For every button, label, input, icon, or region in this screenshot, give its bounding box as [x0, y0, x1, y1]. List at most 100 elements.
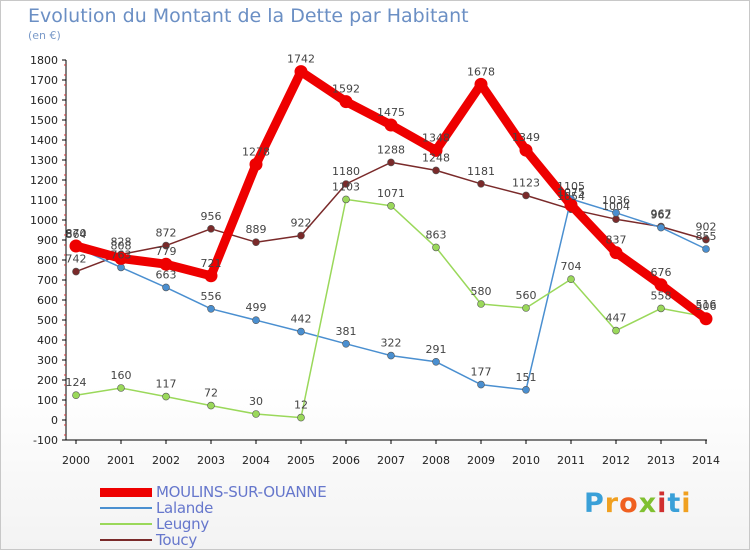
data-point	[522, 304, 530, 312]
y-tick-label: -100	[33, 434, 58, 447]
data-label: 1288	[377, 143, 405, 156]
data-label: 1180	[332, 165, 360, 178]
data-point	[162, 392, 170, 401]
data-point	[522, 191, 530, 200]
data-label: 922	[291, 217, 312, 230]
data-label: 902	[696, 221, 717, 234]
x-tick-label: 2005	[287, 454, 315, 467]
data-label: 124	[66, 376, 87, 389]
y-tick-label: 800	[37, 254, 58, 267]
data-label: 322	[381, 337, 402, 350]
data-label: 1678	[467, 65, 495, 78]
data-label: 663	[156, 268, 177, 281]
data-label: 516	[696, 298, 717, 311]
data-point	[477, 380, 485, 389]
data-point	[564, 198, 578, 212]
y-tick-label: 300	[37, 354, 58, 367]
data-label: 72	[204, 387, 218, 400]
data-point	[612, 209, 620, 217]
data-point	[294, 65, 308, 79]
data-point	[297, 413, 305, 422]
x-tick-label: 2004	[242, 454, 270, 467]
data-label: 447	[606, 312, 627, 325]
data-label: 962	[651, 209, 672, 222]
data-point	[657, 304, 665, 313]
logo-letter: i	[657, 488, 668, 519]
x-tick-label: 2009	[467, 454, 495, 467]
data-point	[699, 312, 713, 326]
data-point	[114, 251, 128, 265]
data-label: 1075	[557, 186, 585, 199]
x-tick-label: 2008	[422, 454, 450, 467]
data-label: 177	[471, 366, 492, 379]
y-tick-label: 0	[51, 414, 58, 427]
data-label: 956	[201, 210, 222, 223]
data-label: 855	[696, 230, 717, 243]
axes: -100 0 100 200 300 400 500 600 700 800 900 1000 1100…	[30, 54, 720, 467]
x-tick-label: 2012	[602, 454, 630, 467]
x-tick-label: 2014	[692, 454, 720, 467]
data-label: 721	[201, 257, 222, 270]
proxiti-logo: Proxiti	[584, 488, 692, 519]
data-label: 1349	[512, 131, 540, 144]
data-label: 506	[696, 300, 717, 313]
data-label: 1071	[377, 187, 405, 200]
data-point	[207, 401, 215, 410]
data-point	[342, 195, 350, 204]
data-label: 1348	[422, 131, 450, 144]
data-label: 117	[156, 378, 177, 391]
data-point	[384, 118, 398, 132]
x-tick-label: 2001	[107, 454, 135, 467]
x-tick-label: 2003	[197, 454, 225, 467]
data-label: 1103	[332, 180, 360, 193]
data-point	[342, 339, 350, 348]
legend-swatch	[100, 523, 152, 525]
data-label: 160	[111, 369, 132, 382]
data-point	[162, 283, 170, 292]
data-point	[387, 202, 395, 210]
data-label: 1475	[377, 106, 405, 119]
chart-title: Evolution du Montant de la Dette par Hab…	[28, 5, 469, 27]
data-label: 889	[246, 223, 267, 236]
y-tick-label: 200	[37, 374, 58, 387]
y-tick-label: 1700	[30, 74, 58, 87]
data-point	[72, 267, 80, 276]
data-label: 828	[111, 235, 132, 248]
data-point	[207, 304, 215, 313]
data-point	[474, 77, 488, 91]
data-label: 499	[246, 301, 267, 314]
data-label: 1742	[287, 53, 315, 66]
data-label: 12	[294, 399, 308, 412]
logo-letter: x	[638, 488, 658, 519]
data-point	[252, 410, 260, 418]
data-point	[117, 263, 125, 272]
legend-swatch	[100, 507, 152, 509]
data-point	[522, 385, 530, 394]
data-label: 1054	[557, 190, 585, 203]
data-label: 1592	[332, 83, 360, 96]
y-tick-label: 1400	[30, 134, 58, 147]
data-label: 863	[426, 228, 447, 241]
y-tick-label: 1000	[30, 214, 58, 227]
data-point	[567, 275, 575, 284]
data-label: 872	[156, 227, 177, 240]
data-point	[654, 278, 668, 292]
y-tick-label: 1600	[30, 94, 58, 107]
data-point	[519, 143, 533, 157]
data-point	[612, 326, 620, 335]
data-point	[252, 316, 260, 325]
data-point	[117, 384, 125, 392]
data-point	[657, 223, 665, 232]
data-label: 864	[66, 228, 87, 241]
data-label: 580	[471, 285, 492, 298]
data-point	[249, 157, 263, 171]
unit-label: (en €)	[28, 29, 61, 42]
data-label: 967	[651, 208, 672, 221]
data-point	[477, 300, 485, 308]
logo-letter: i	[681, 488, 692, 519]
data-label: 837	[606, 234, 627, 247]
data-label: 560	[516, 289, 537, 302]
data-label: 1036	[602, 194, 630, 207]
y-tick-label: 400	[37, 334, 58, 347]
data-label: 1004	[602, 200, 630, 213]
